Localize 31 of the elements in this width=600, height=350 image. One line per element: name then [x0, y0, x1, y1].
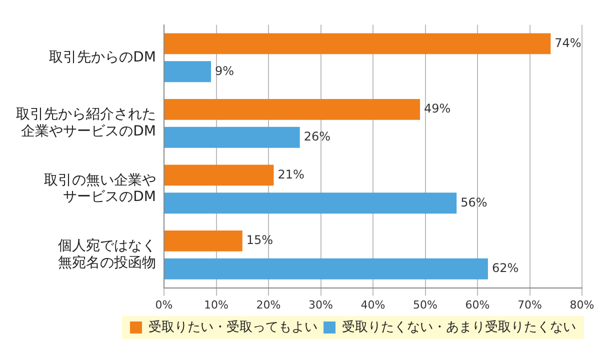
- bar: [164, 164, 274, 186]
- bar: [164, 230, 242, 252]
- x-tick-label: 10%: [204, 298, 228, 312]
- x-tick-label: 50%: [413, 298, 438, 312]
- y-tick-label: 取引先から紹介された企業やサービスのDM: [16, 106, 156, 140]
- bar: [164, 33, 551, 54]
- data-label: 74%: [554, 36, 582, 50]
- y-tick-label: 取引の無い企業やサービスのDM: [44, 172, 156, 206]
- x-tick-label: 60%: [465, 298, 490, 312]
- data-label: 62%: [492, 261, 519, 276]
- bar: [164, 192, 457, 214]
- data-label: 21%: [278, 167, 304, 182]
- data-label: 15%: [246, 233, 274, 248]
- legend-label: 受取りたい・受取ってもよい: [148, 320, 318, 335]
- data-label: 9%: [215, 64, 234, 78]
- x-tick-label: 40%: [360, 298, 386, 312]
- bar: [164, 98, 420, 120]
- data-label: 26%: [304, 130, 331, 144]
- y-tick-label: 取引先からのDM: [49, 49, 156, 66]
- data-label: 49%: [424, 102, 451, 116]
- x-tick-label: 0%: [155, 298, 173, 312]
- bar: [164, 61, 212, 82]
- bar: [164, 258, 488, 280]
- bar: [164, 126, 300, 148]
- y-tick-label: 個人宛ではなく無宛名の投函物: [58, 238, 156, 271]
- x-tick-label: 20%: [256, 298, 281, 312]
- x-tick-label: 30%: [308, 298, 333, 312]
- x-tick-label: 70%: [518, 298, 542, 312]
- x-tick-label: 80%: [570, 298, 594, 312]
- legend-label: 受取りたくない・あまり受取りたくない: [342, 320, 576, 335]
- data-label: 56%: [460, 195, 488, 210]
